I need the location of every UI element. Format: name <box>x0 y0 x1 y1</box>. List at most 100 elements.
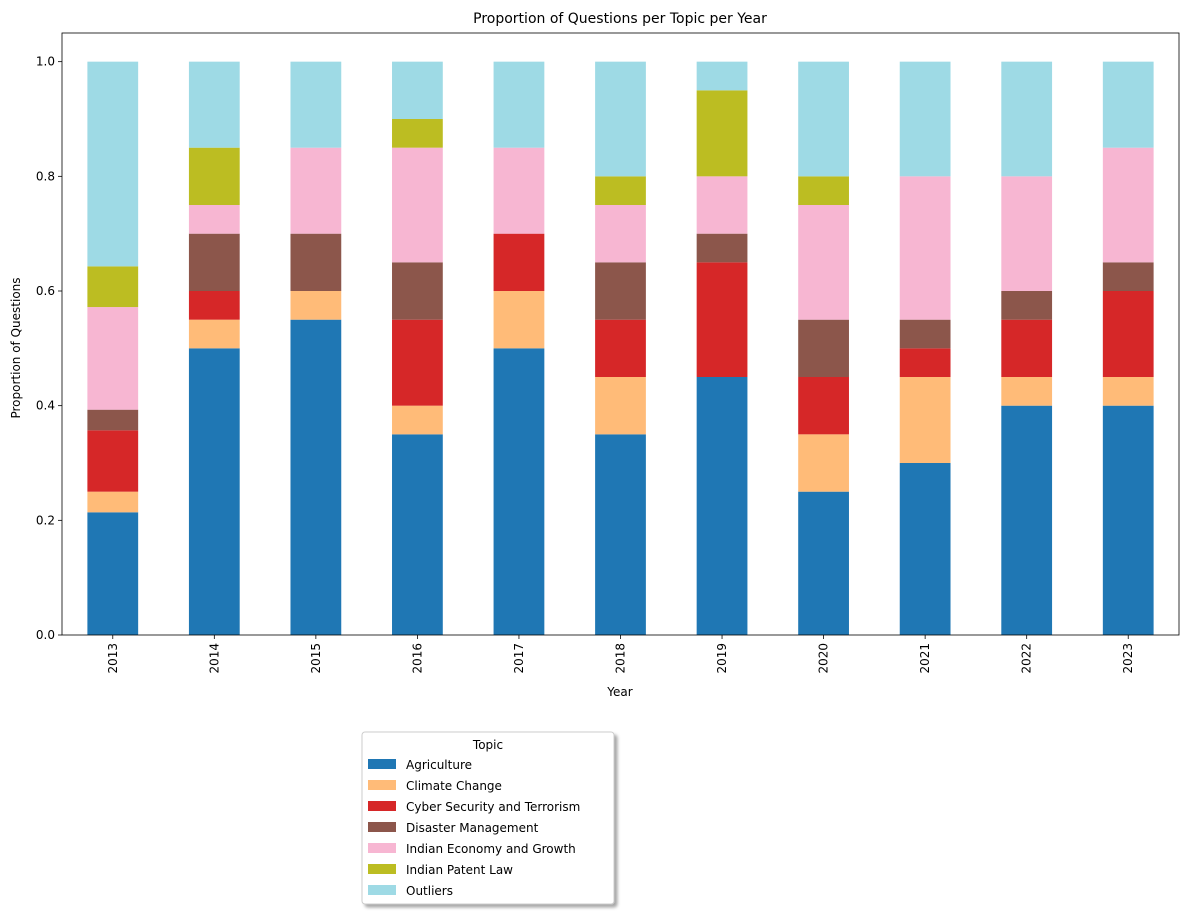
x-axis-label: Year <box>606 685 632 699</box>
bar-2018-series-3 <box>595 262 646 320</box>
bar-2019-series-4 <box>696 176 748 234</box>
x-tick-label-2016: 2016 <box>410 643 424 674</box>
x-tick-label-2022: 2022 <box>1020 643 1034 674</box>
legend-title: Topic <box>472 738 503 752</box>
bar-2016-series-3 <box>392 262 443 320</box>
bar-2014-series-1 <box>188 319 240 349</box>
x-tick-label-2015: 2015 <box>309 643 323 674</box>
x-tick-label-2018: 2018 <box>614 643 628 674</box>
bar-2016-series-0 <box>392 434 443 635</box>
bar-2013-series-6 <box>87 61 139 267</box>
bar-2019-series-5 <box>696 90 748 177</box>
bar-2013-series-1 <box>87 491 139 513</box>
bar-2022-series-0 <box>1001 405 1053 635</box>
bar-2015-series-3 <box>290 233 342 291</box>
bar-2021-series-6 <box>899 61 951 177</box>
bar-2014-series-4 <box>188 205 240 234</box>
bar-2013-series-5 <box>87 266 139 308</box>
bar-2020-series-0 <box>798 491 849 635</box>
bar-2016-series-6 <box>392 61 443 119</box>
bar-2021-series-3 <box>899 319 951 349</box>
legend-swatch-1 <box>368 780 396 790</box>
legend-entry-4: Indian Economy and Growth <box>406 842 576 856</box>
legend-frame <box>361 731 615 905</box>
x-tick-label-2023: 2023 <box>1121 643 1135 674</box>
bar-2018-series-1 <box>595 377 646 435</box>
legend-entry-1: Climate Change <box>406 779 502 793</box>
bar-2014-series-6 <box>188 61 240 148</box>
bar-2018-series-0 <box>595 434 646 635</box>
bar-2016-series-2 <box>392 319 443 406</box>
bar-2018-series-4 <box>595 205 646 263</box>
legend-items: Agriculture Climate Change Cyber Security … <box>368 758 580 898</box>
x-tick-label-2013: 2013 <box>106 643 120 674</box>
bar-2019-series-6 <box>696 61 748 91</box>
axes-group: 0.0 0.2 0.4 0.6 0.8 1.0 2013 2014 2015 2016 2017 20… <box>36 32 1180 674</box>
legend-swatch-6 <box>368 885 396 895</box>
legend-swatch-4 <box>368 843 396 853</box>
bar-2016-series-5 <box>392 119 443 148</box>
x-tick-label-2017: 2017 <box>512 643 526 674</box>
bar-2020-series-4 <box>798 205 849 320</box>
legend-entry-5: Indian Patent Law <box>406 863 513 877</box>
legend-entry-3: Disaster Management <box>406 821 539 835</box>
chart-title: Proportion of Questions per Topic per Ye… <box>473 11 767 27</box>
bar-2017-series-0 <box>493 348 545 635</box>
bar-2017-series-6 <box>493 61 545 148</box>
y-tick-label-1: 0.2 <box>36 513 55 527</box>
x-tick-label-2020: 2020 <box>817 643 831 674</box>
bar-2022-series-6 <box>1001 61 1053 177</box>
bar-2019-series-2 <box>696 262 748 377</box>
bar-2021-series-1 <box>899 377 951 463</box>
bar-2015-series-4 <box>290 147 342 234</box>
bar-2021-series-0 <box>899 463 951 635</box>
legend: Topic Agriculture Climate Change Cyber Sec… <box>361 731 615 905</box>
bar-2013-series-2 <box>87 430 139 492</box>
bar-2018-series-5 <box>595 176 646 205</box>
bar-2023-series-4 <box>1102 147 1154 263</box>
bars-group <box>87 61 1154 635</box>
legend-swatch-2 <box>368 801 396 811</box>
bar-2022-series-4 <box>1001 176 1053 291</box>
legend-swatch-5 <box>368 864 396 874</box>
y-tick-label-0: 0.0 <box>36 628 55 642</box>
bar-2020-series-5 <box>798 176 849 205</box>
bar-2013-series-0 <box>87 512 139 635</box>
bar-2022-series-1 <box>1001 377 1053 406</box>
legend-entry-2: Cyber Security and Terrorism <box>406 800 580 814</box>
x-tick-label-2014: 2014 <box>207 643 221 674</box>
bar-2019-series-0 <box>696 377 748 635</box>
bar-2023-series-6 <box>1102 61 1154 148</box>
bar-2013-series-3 <box>87 409 139 431</box>
bar-2023-series-0 <box>1102 405 1154 635</box>
y-tick-label-5: 1.0 <box>36 55 55 69</box>
bar-2016-series-1 <box>392 405 443 435</box>
bar-2018-series-6 <box>595 61 646 177</box>
bar-2017-series-1 <box>493 291 545 349</box>
bar-2019-series-3 <box>696 233 748 263</box>
bar-2017-series-4 <box>493 147 545 234</box>
bar-2021-series-2 <box>899 348 951 377</box>
bar-2020-series-3 <box>798 319 849 377</box>
bar-2023-series-2 <box>1102 291 1154 377</box>
legend-entry-0: Agriculture <box>406 758 472 772</box>
y-tick-label-2: 0.4 <box>36 399 55 413</box>
bar-2014-series-2 <box>188 291 240 320</box>
legend-swatch-0 <box>368 759 396 769</box>
bar-2022-series-2 <box>1001 319 1053 377</box>
bar-2023-series-3 <box>1102 262 1154 291</box>
y-axis-label: Proportion of Questions <box>9 277 23 418</box>
bar-2016-series-4 <box>392 147 443 263</box>
bar-2013-series-4 <box>87 307 139 410</box>
bar-2017-series-2 <box>493 233 545 291</box>
legend-entry-6: Outliers <box>406 884 453 898</box>
bar-2015-series-1 <box>290 291 342 320</box>
bar-2014-series-5 <box>188 147 240 205</box>
bar-2020-series-1 <box>798 434 849 492</box>
x-tick-label-2019: 2019 <box>715 643 729 674</box>
bar-2020-series-6 <box>798 61 849 177</box>
y-tick-label-3: 0.6 <box>36 284 55 298</box>
bar-2020-series-2 <box>798 377 849 435</box>
